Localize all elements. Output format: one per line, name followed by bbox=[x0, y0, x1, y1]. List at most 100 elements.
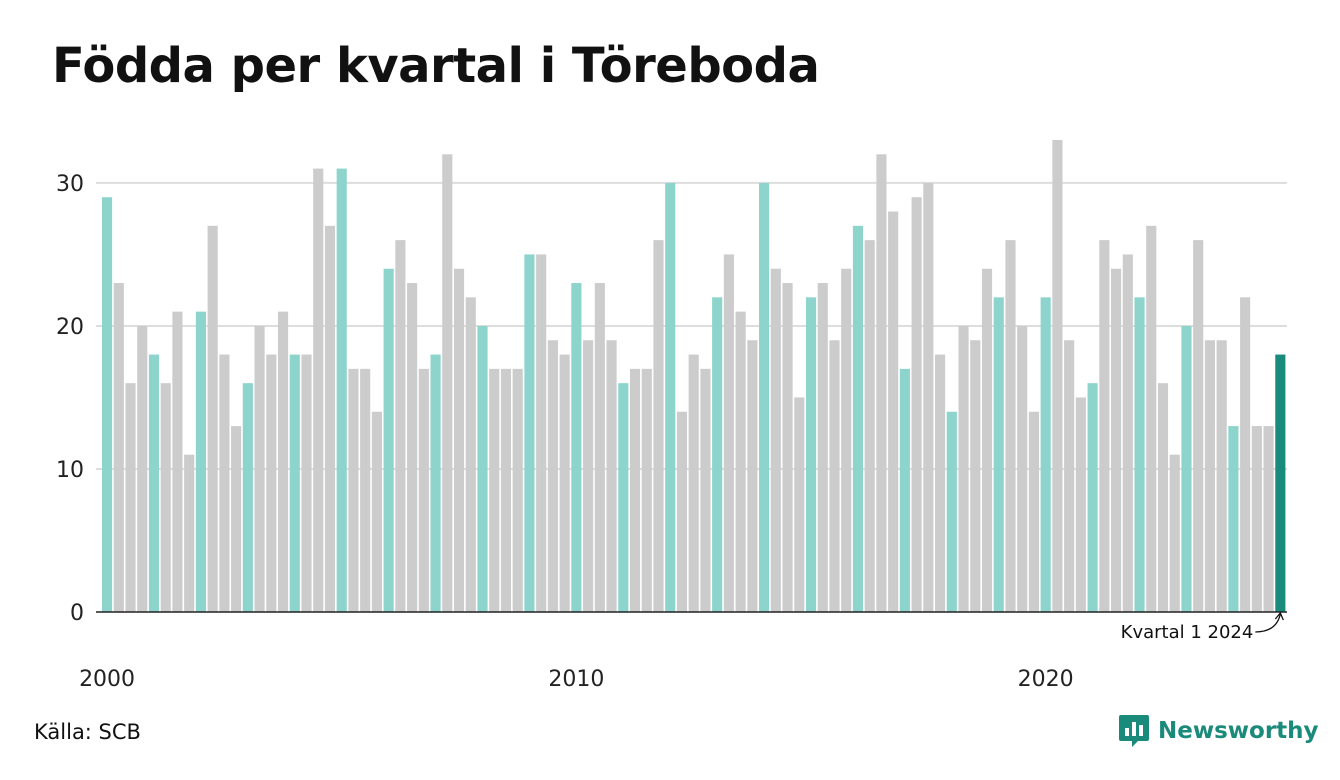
x-tick-label: 2010 bbox=[548, 667, 604, 692]
newsworthy-logo-icon bbox=[1119, 715, 1149, 747]
bar bbox=[1028, 411, 1040, 612]
bar bbox=[935, 354, 946, 612]
bar bbox=[805, 297, 817, 612]
bar bbox=[1216, 340, 1227, 612]
bar bbox=[1157, 383, 1169, 612]
axes: 0 10 20 30 2000 2010 2020 bbox=[56, 172, 1287, 692]
brand-name: Newsworthy bbox=[1158, 718, 1319, 744]
bar bbox=[442, 154, 453, 613]
bar bbox=[888, 211, 899, 612]
bar bbox=[1052, 140, 1063, 612]
annotation: Kvartal 1 2024 bbox=[1121, 611, 1284, 643]
y-tick-label: 0 bbox=[70, 601, 84, 626]
bar bbox=[794, 397, 805, 612]
bar bbox=[348, 368, 359, 612]
x-tick-label: 2020 bbox=[1018, 667, 1074, 692]
bar bbox=[876, 154, 887, 613]
bar bbox=[489, 368, 500, 612]
bar bbox=[102, 197, 113, 612]
y-tick-label: 30 bbox=[56, 172, 84, 197]
chart-title: Födda per kvartal i Töreboda bbox=[52, 38, 820, 94]
bar bbox=[583, 340, 594, 612]
bars bbox=[102, 140, 1286, 613]
bar bbox=[841, 268, 852, 612]
bar bbox=[1275, 354, 1286, 612]
bar bbox=[160, 383, 171, 612]
bar bbox=[923, 182, 934, 612]
bar bbox=[676, 411, 688, 612]
bar bbox=[137, 325, 148, 612]
bar bbox=[184, 454, 195, 612]
bar bbox=[1228, 426, 1239, 612]
bar bbox=[958, 325, 969, 612]
bar bbox=[477, 325, 488, 612]
bar bbox=[324, 225, 336, 612]
bar bbox=[606, 340, 617, 612]
bar bbox=[747, 340, 758, 612]
bar bbox=[1251, 426, 1262, 612]
bar bbox=[430, 354, 441, 612]
bar bbox=[618, 383, 629, 612]
bar bbox=[231, 426, 242, 612]
bar bbox=[1169, 454, 1180, 612]
bar bbox=[1075, 397, 1086, 612]
bar bbox=[395, 240, 406, 612]
bar bbox=[195, 311, 206, 612]
annotation-label: Kvartal 1 2024 bbox=[1121, 622, 1254, 643]
y-tick-label: 20 bbox=[56, 315, 84, 340]
bar bbox=[148, 354, 160, 612]
bar bbox=[864, 240, 875, 612]
bar bbox=[242, 383, 253, 612]
bar bbox=[207, 225, 218, 612]
bar bbox=[559, 354, 570, 612]
bar bbox=[1017, 325, 1028, 612]
bar bbox=[172, 311, 183, 612]
bar bbox=[125, 383, 136, 612]
bar bbox=[289, 354, 300, 612]
bar bbox=[313, 168, 324, 613]
bar bbox=[301, 354, 312, 612]
bar bbox=[277, 311, 289, 612]
bar bbox=[453, 268, 465, 612]
bar bbox=[547, 340, 558, 612]
bar bbox=[735, 311, 746, 612]
bar bbox=[981, 268, 993, 612]
bar bbox=[1005, 240, 1016, 612]
bar bbox=[407, 283, 418, 612]
bar bbox=[700, 368, 711, 612]
bar bbox=[1134, 297, 1145, 612]
bar bbox=[1040, 297, 1051, 612]
bar bbox=[512, 368, 523, 612]
bar bbox=[571, 283, 582, 612]
bar bbox=[770, 268, 781, 612]
bar bbox=[1111, 268, 1122, 612]
brand-logo: Newsworthy bbox=[1118, 713, 1319, 749]
bar bbox=[1240, 297, 1251, 612]
source-credit: Källa: SCB bbox=[34, 720, 141, 744]
bar bbox=[219, 354, 230, 612]
bar bbox=[629, 368, 641, 612]
bar bbox=[360, 368, 371, 612]
y-tick-label: 10 bbox=[56, 458, 84, 483]
bar bbox=[254, 325, 265, 612]
bar bbox=[1122, 254, 1133, 613]
bar bbox=[1099, 240, 1110, 612]
bar bbox=[1181, 325, 1192, 612]
bar bbox=[829, 340, 840, 612]
bar bbox=[852, 225, 864, 612]
bar bbox=[524, 254, 535, 613]
x-tick-label: 2000 bbox=[79, 667, 135, 692]
bar bbox=[653, 240, 664, 612]
bar bbox=[113, 283, 124, 612]
annotation-arrow bbox=[1255, 613, 1281, 633]
bar bbox=[418, 368, 429, 612]
bar bbox=[688, 354, 699, 612]
bar bbox=[665, 182, 676, 612]
bar bbox=[383, 268, 394, 612]
bar bbox=[817, 283, 828, 612]
bar bbox=[1263, 426, 1274, 612]
bar bbox=[759, 182, 770, 612]
annotation-arrowhead bbox=[1274, 611, 1284, 621]
bar bbox=[641, 368, 652, 612]
